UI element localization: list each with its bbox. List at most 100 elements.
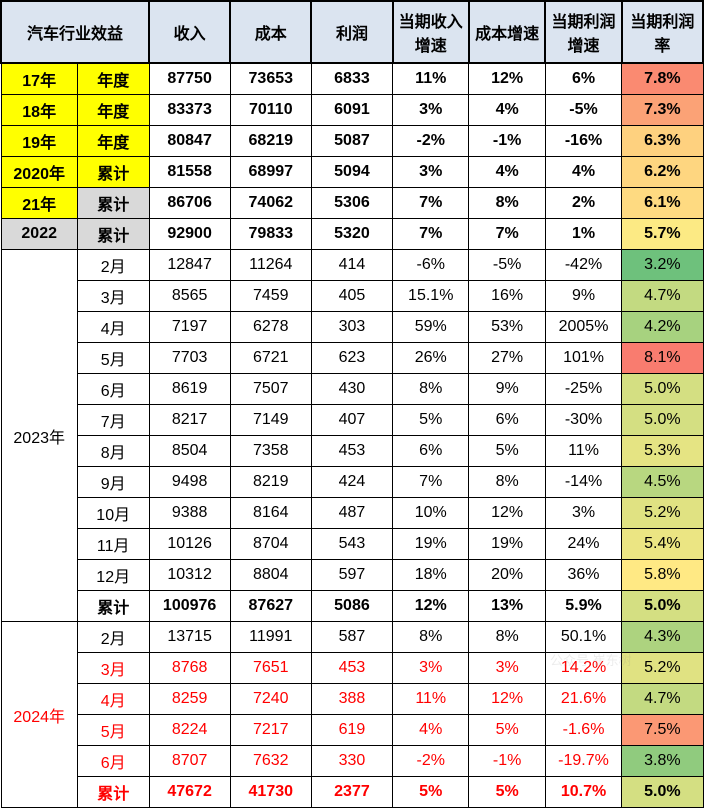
data-cell: 3% [393, 95, 469, 126]
header-col-6: 当期利润率 [622, 1, 703, 63]
data-cell: 6% [545, 63, 621, 95]
period-cell: 3月 [77, 653, 149, 684]
data-cell: 5% [469, 715, 545, 746]
period-cell: 4月 [77, 312, 149, 343]
data-cell: 3% [469, 653, 545, 684]
data-cell: -6% [393, 250, 469, 281]
data-cell: 4% [545, 157, 621, 188]
data-cell: 19% [393, 529, 469, 560]
data-cell: 87627 [230, 591, 311, 622]
table-row: 2020年累计815586899750943%4%4%6.2% [1, 157, 703, 188]
period-cell: 年度 [77, 126, 149, 157]
profit-rate-cell: 5.4% [622, 529, 703, 560]
profit-rate-cell: 5.0% [622, 777, 703, 808]
period-cell: 9月 [77, 467, 149, 498]
data-cell: 7149 [230, 405, 311, 436]
year-cell: 2020年 [1, 157, 77, 188]
data-cell: 20% [469, 560, 545, 591]
data-cell: -14% [545, 467, 621, 498]
data-cell: 83373 [149, 95, 230, 126]
table-row: 18年年度833737011060913%4%-5%7.3% [1, 95, 703, 126]
data-cell: 587 [311, 622, 392, 653]
data-cell: 8% [393, 374, 469, 405]
period-cell: 年度 [77, 95, 149, 126]
header-col-4: 成本增速 [469, 1, 545, 63]
table-row: 累计476724173023775%5%10.7%5.0% [1, 777, 703, 808]
data-cell: 303 [311, 312, 392, 343]
profit-rate-cell: 4.3% [622, 622, 703, 653]
data-cell: -19.7% [545, 746, 621, 777]
data-cell: 8504 [149, 436, 230, 467]
data-cell: 5086 [311, 591, 392, 622]
profit-rate-cell: 5.3% [622, 436, 703, 467]
table-row: 5月7703672162326%27%101%8.1% [1, 343, 703, 374]
data-cell: 68219 [230, 126, 311, 157]
data-cell: 8164 [230, 498, 311, 529]
table-row: 10月9388816448710%12%3%5.2% [1, 498, 703, 529]
profit-rate-cell: 4.5% [622, 467, 703, 498]
data-cell: 453 [311, 653, 392, 684]
data-cell: 5% [469, 777, 545, 808]
profit-rate-cell: 5.0% [622, 374, 703, 405]
year-cell: 17年 [1, 63, 77, 95]
profit-rate-cell: 5.2% [622, 498, 703, 529]
data-cell: 7% [393, 188, 469, 219]
data-cell: 5% [393, 777, 469, 808]
data-cell: 101% [545, 343, 621, 374]
profit-rate-cell: 4.7% [622, 684, 703, 715]
profit-rate-cell: 5.8% [622, 560, 703, 591]
period-cell: 2月 [77, 622, 149, 653]
period-cell: 累计 [77, 188, 149, 219]
data-cell: 11991 [230, 622, 311, 653]
data-cell: 597 [311, 560, 392, 591]
data-cell: 12% [469, 684, 545, 715]
table-row: 11月10126870454319%19%24%5.4% [1, 529, 703, 560]
data-cell: 10% [393, 498, 469, 529]
table-row: 2023年2月1284711264414-6%-5%-42%3.2% [1, 250, 703, 281]
data-cell: 4% [469, 95, 545, 126]
table-row: 2024年2月13715119915878%8%50.1%4.3% [1, 622, 703, 653]
data-cell: 8768 [149, 653, 230, 684]
data-cell: 1% [545, 219, 621, 250]
profit-rate-cell: 5.2% [622, 653, 703, 684]
data-cell: 53% [469, 312, 545, 343]
table-row: 12月10312880459718%20%36%5.8% [1, 560, 703, 591]
data-cell: 5320 [311, 219, 392, 250]
data-cell: 11% [393, 684, 469, 715]
data-cell: 8707 [149, 746, 230, 777]
data-cell: -5% [469, 250, 545, 281]
table-row: 19年年度80847682195087-2%-1%-16%6.3% [1, 126, 703, 157]
data-cell: -42% [545, 250, 621, 281]
data-cell: 6278 [230, 312, 311, 343]
year-group-cell: 2023年 [1, 250, 77, 622]
data-cell: 7651 [230, 653, 311, 684]
data-cell: 543 [311, 529, 392, 560]
data-cell: 5.9% [545, 591, 621, 622]
data-cell: 8% [469, 622, 545, 653]
data-cell: 623 [311, 343, 392, 374]
data-cell: 6% [469, 405, 545, 436]
data-cell: 7240 [230, 684, 311, 715]
data-cell: 10.7% [545, 777, 621, 808]
data-cell: 5087 [311, 126, 392, 157]
data-cell: 2377 [311, 777, 392, 808]
data-cell: 100976 [149, 591, 230, 622]
profit-rate-cell: 3.2% [622, 250, 703, 281]
data-cell: -1.6% [545, 715, 621, 746]
data-cell: 453 [311, 436, 392, 467]
data-cell: 8217 [149, 405, 230, 436]
profit-rate-cell: 6.1% [622, 188, 703, 219]
period-cell: 累计 [77, 777, 149, 808]
data-cell: 18% [393, 560, 469, 591]
data-cell: 3% [545, 498, 621, 529]
data-cell: 87750 [149, 63, 230, 95]
table-row: 3月876876514533%3%14.2%5.2% [1, 653, 703, 684]
data-cell: 5094 [311, 157, 392, 188]
table-row: 3月8565745940515.1%16%9%4.7% [1, 281, 703, 312]
data-cell: 7% [469, 219, 545, 250]
data-cell: 7% [393, 467, 469, 498]
period-cell: 6月 [77, 746, 149, 777]
data-cell: 9388 [149, 498, 230, 529]
data-cell: 8259 [149, 684, 230, 715]
header-col-0: 收入 [149, 1, 230, 63]
